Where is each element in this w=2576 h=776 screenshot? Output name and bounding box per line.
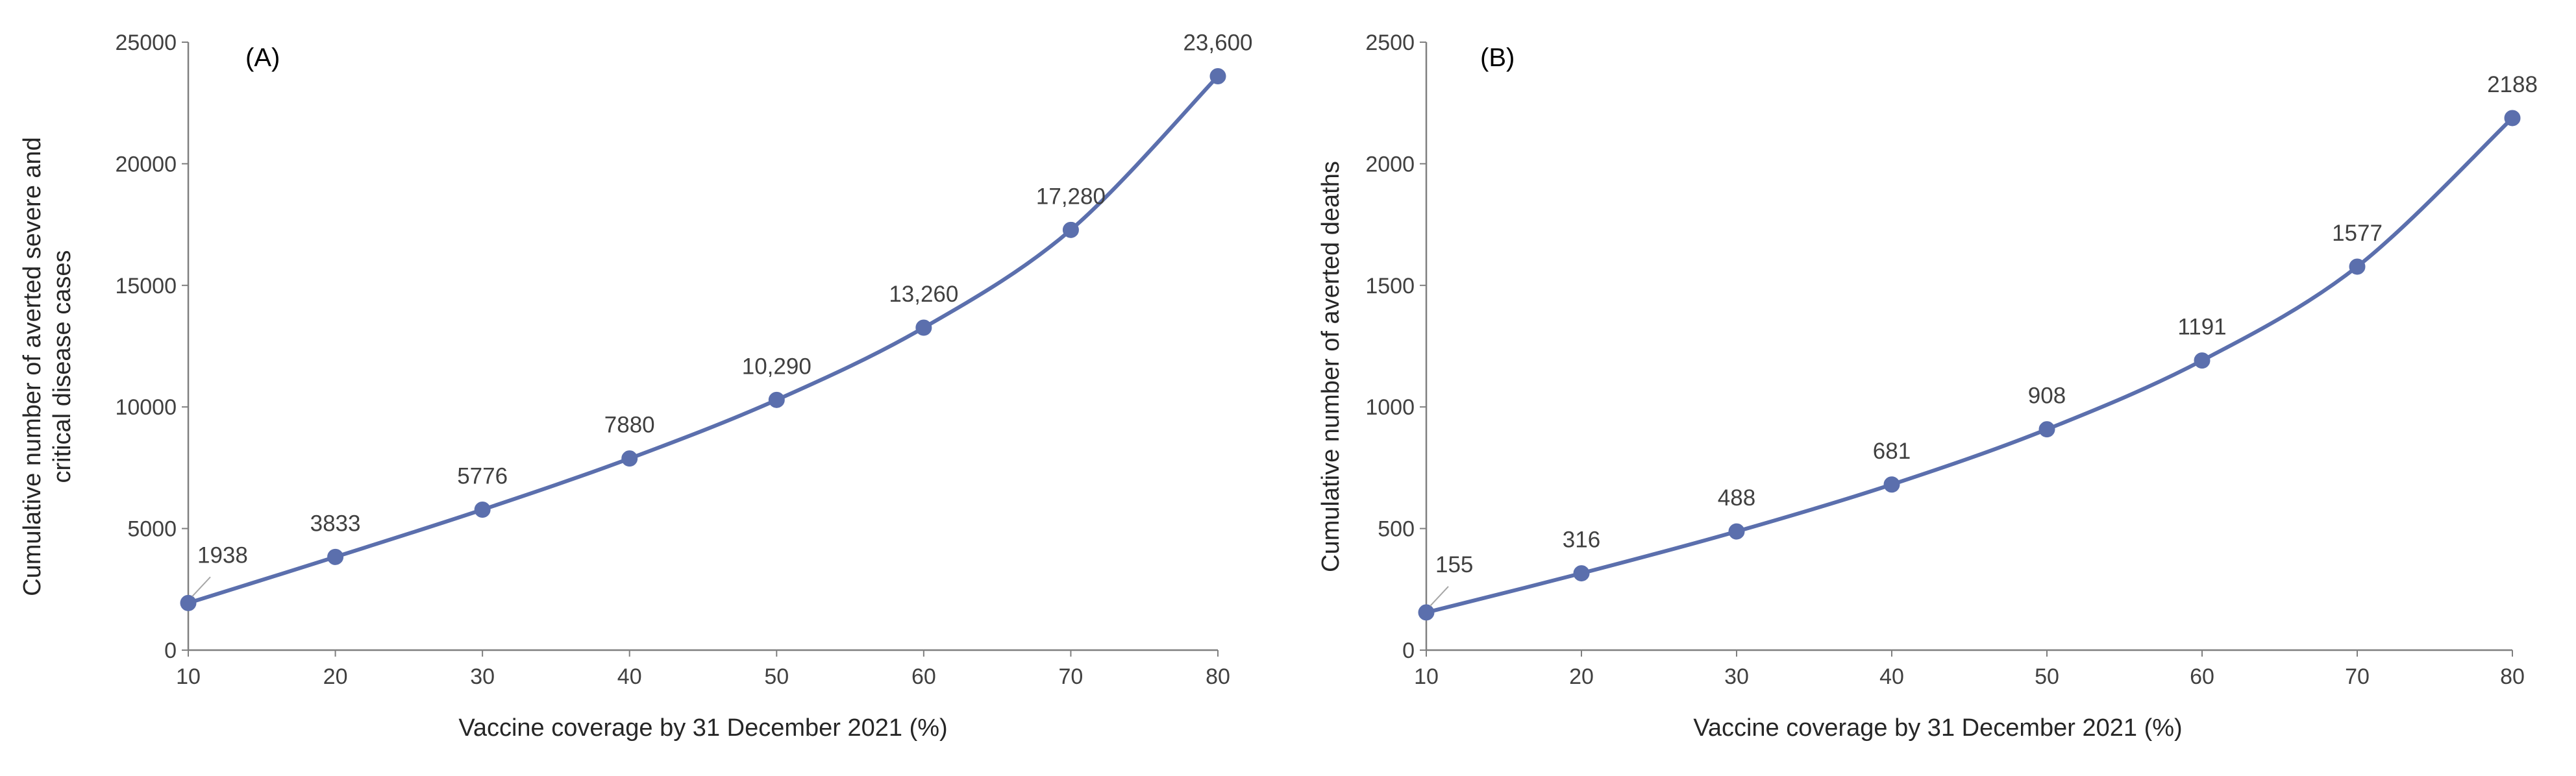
x-tick-label: 40 (617, 664, 642, 689)
y-tick-label: 0 (1402, 638, 1415, 663)
data-point (2194, 352, 2211, 369)
chart-panel-b: (B) Cumulative number of averted deaths … (1317, 30, 2538, 742)
data-point (621, 450, 638, 467)
x-tick-label: 50 (764, 664, 789, 689)
x-tick-label: 80 (2500, 664, 2525, 689)
data-label: 488 (1718, 485, 1755, 511)
x-tick-label: 60 (2190, 664, 2214, 689)
data-label: 1938 (197, 542, 248, 568)
x-tick-label: 40 (1879, 664, 1904, 689)
x-tick-label: 70 (2345, 664, 2370, 689)
data-point (1883, 476, 1900, 493)
y-tick-label: 500 (1378, 517, 1415, 542)
data-label: 17,280 (1036, 184, 1106, 209)
panel-label: (B) (1480, 43, 1515, 72)
chart-panel-a: (A) Cumulative number of averted severe … (19, 30, 1253, 742)
y-tick-label: 2500 (1365, 30, 1415, 55)
data-point (1573, 565, 1590, 582)
y-axis-title: Cumulative number of averted deaths (1317, 161, 1344, 572)
data-label-leader (192, 576, 211, 598)
data-label: 1577 (2332, 221, 2383, 246)
x-tick-label: 70 (1059, 664, 1084, 689)
y-tick-label: 10000 (115, 395, 177, 420)
panel-label: (A) (245, 43, 280, 72)
data-label: 10,290 (742, 354, 811, 379)
x-tick-label: 30 (1724, 664, 1749, 689)
y-axis-title-line-2: critical disease cases (49, 250, 76, 483)
y-axis-title-line-1: Cumulative number of averted severe and (19, 137, 46, 596)
data-label: 7880 (604, 413, 655, 438)
x-tick-label: 10 (176, 664, 201, 689)
data-label: 1191 (2177, 315, 2226, 340)
data-point (474, 502, 491, 518)
data-point (1062, 221, 1079, 238)
y-tick-label: 1000 (1365, 395, 1415, 420)
data-label: 908 (2028, 383, 2066, 409)
data-point (915, 319, 932, 336)
x-tick-label: 20 (323, 664, 348, 689)
data-point (1728, 523, 1745, 540)
data-point (2349, 258, 2366, 275)
data-label: 13,260 (889, 282, 958, 307)
data-label: 2188 (2487, 72, 2538, 97)
x-tick-label: 60 (911, 664, 936, 689)
y-tick-label: 20000 (115, 152, 177, 176)
y-axis-title-line-1: Cumulative number of averted deaths (1317, 161, 1344, 572)
y-tick-label: 0 (164, 638, 177, 663)
data-point (327, 548, 344, 565)
y-tick-label: 5000 (127, 517, 177, 542)
data-point (180, 594, 197, 611)
data-label: 155 (1435, 552, 1473, 577)
data-point (768, 391, 785, 408)
y-tick-label: 2000 (1365, 152, 1415, 176)
y-tick-label: 25000 (115, 30, 177, 55)
x-axis-title: Vaccine coverage by 31 December 2021 (%) (458, 714, 947, 742)
y-tick-label: 15000 (115, 274, 177, 298)
data-label: 3833 (310, 511, 361, 536)
data-point (1209, 67, 1226, 84)
x-tick-label: 20 (1569, 664, 1594, 689)
y-axis-title: Cumulative number of averted severe and … (19, 137, 76, 596)
data-label: 23,600 (1183, 30, 1252, 55)
data-point (2504, 110, 2521, 127)
x-tick-label: 30 (470, 664, 495, 689)
x-tick-label: 80 (1206, 664, 1230, 689)
y-tick-label: 1500 (1365, 274, 1415, 298)
data-label: 5776 (457, 464, 508, 489)
data-label: 681 (1873, 439, 1911, 464)
x-axis-title: Vaccine coverage by 31 December 2021 (%) (1693, 714, 2182, 742)
x-tick-label: 10 (1414, 664, 1439, 689)
data-point (2038, 421, 2055, 438)
data-label: 316 (1563, 527, 1600, 553)
data-label-leader (1430, 586, 1449, 607)
x-tick-label: 50 (2035, 664, 2059, 689)
data-point (1418, 604, 1435, 621)
